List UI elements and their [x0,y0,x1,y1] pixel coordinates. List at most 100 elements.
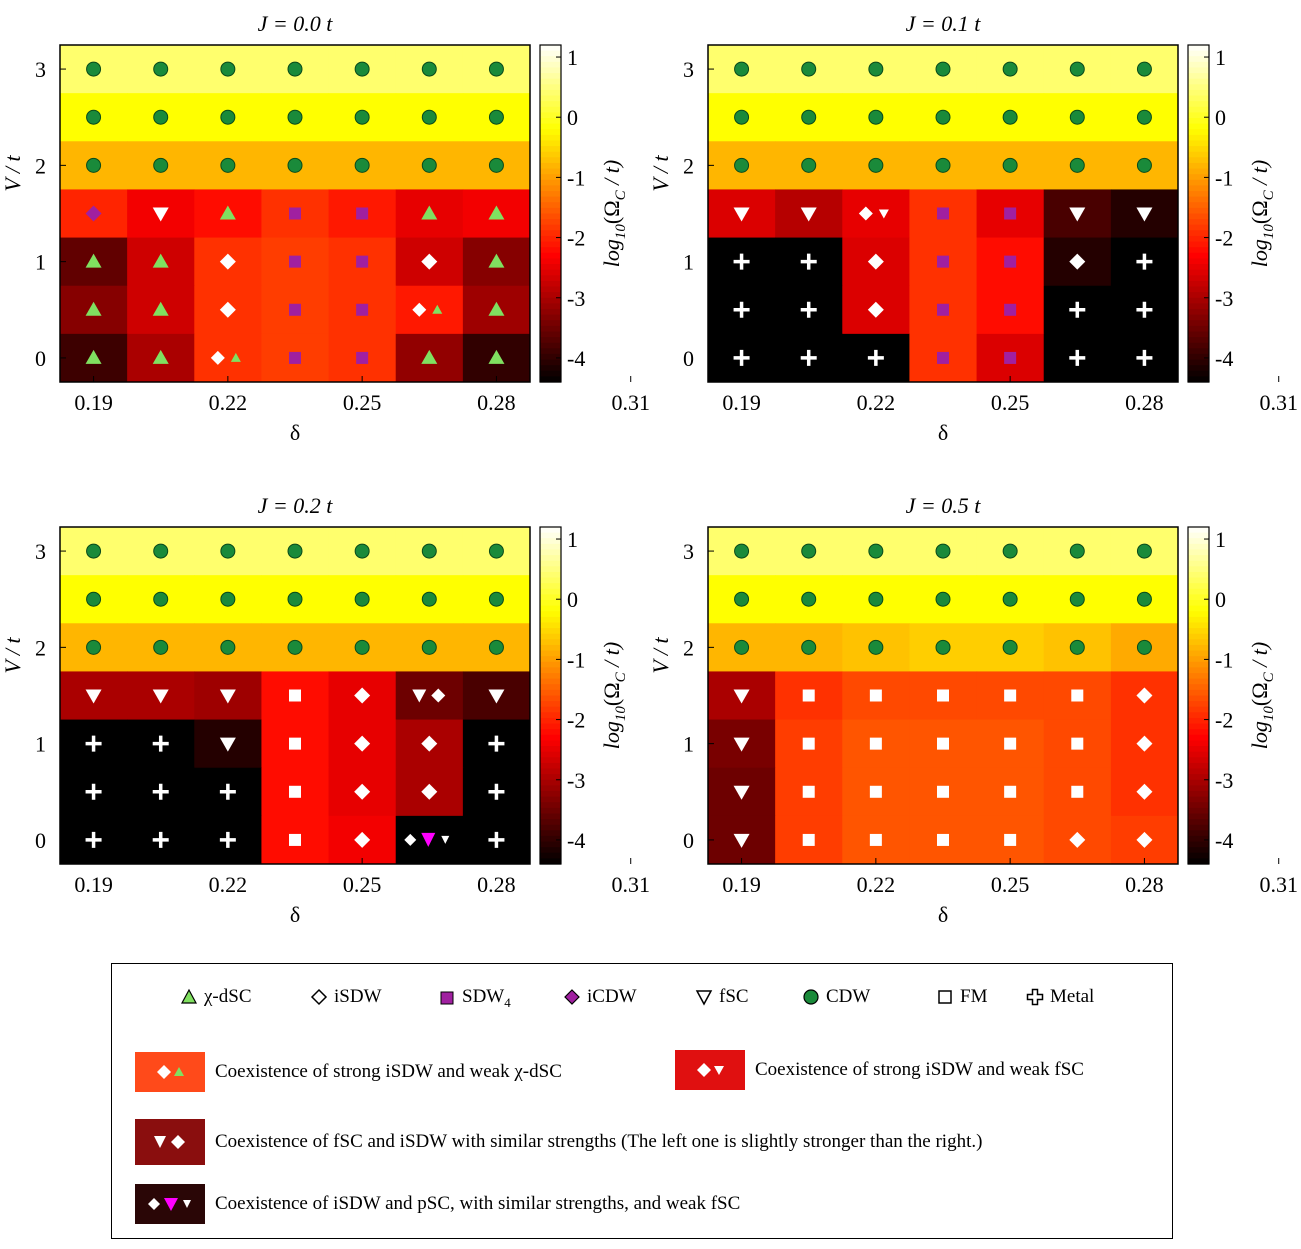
colorbar-segment [540,376,561,383]
colorbar-segment [540,673,561,680]
colorbar-segment [1188,258,1209,265]
cdw-marker [153,543,169,559]
fm-marker [869,689,882,702]
colorbar-tick-label: 0 [1215,105,1226,130]
colorbar-segment [540,95,561,102]
colorbar-tick-label: 1 [567,45,578,70]
colorbar-segment [540,549,561,556]
cdw-marker [220,61,236,77]
colorbar-segment [540,835,561,843]
colorbar-segment [540,571,561,579]
colorbar-segment [1188,616,1209,624]
colorbar-segment [540,555,561,562]
colorbar-segment [540,207,561,215]
sdw4-marker [1004,207,1017,220]
colorbar-segment [1188,146,1209,153]
colorbar-segment [1188,213,1209,220]
colorbar-segment [1188,325,1209,333]
colorbar-segment [540,583,561,590]
cdw-marker [86,639,102,655]
diamond-open-icon [310,988,328,1006]
x-tick-label: 0.25 [991,390,1030,415]
cdw-marker [1002,157,1018,173]
colorbar-tick-label: -2 [1215,226,1233,251]
cdw-marker [488,109,504,125]
cdw-marker [354,543,370,559]
colorbar-segment [540,56,561,63]
colorbar-frame [1187,44,1210,383]
metal-marker [488,831,505,848]
colorbar-segment [1188,796,1209,803]
colorbar-segment [1188,331,1209,338]
colorbar-segment [1188,376,1209,383]
sdw4-marker [289,207,301,220]
sdw4-marker [1004,351,1017,364]
colorbar-segment [540,101,561,108]
colorbar-segment [540,639,561,646]
colorbar-segment [1188,140,1209,147]
colorbar-segment [540,168,561,175]
metal-marker [1069,301,1086,318]
colorbar-segment [1188,689,1209,697]
colorbar-segment [1188,830,1209,837]
metal-marker [800,253,817,270]
chi-dsc-marker [85,349,102,364]
colorbar-segment [540,751,561,758]
legend-item-metal: Metal [1026,986,1094,1008]
fsc-marker [1136,207,1153,222]
legend-item-isdw: iSDW [310,986,382,1008]
metal-marker [152,735,169,752]
colorbar-segment [540,325,561,333]
colorbar-segment [1188,235,1209,243]
colorbar-segment [540,353,561,361]
colorbar-segment [1188,95,1209,102]
colorbar-segment [1188,191,1209,198]
panel-title: J = 0.5 t [906,493,982,518]
chi-dsc-marker [421,349,438,364]
cdw-marker [868,591,884,607]
colorbar-segment [1188,695,1209,702]
cdw-marker [86,591,102,607]
colorbar-segment [1188,247,1209,254]
cdw-marker [868,543,884,559]
metal-marker [800,301,817,318]
cdw-marker [287,639,303,655]
colorbar-segment [1188,571,1209,579]
colorbar-segment [1188,600,1209,607]
cross-open-icon [1026,988,1044,1006]
coexistence-marker [404,832,450,847]
plot-frame [707,526,1179,865]
colorbar-segment [540,213,561,220]
colorbar-segment [1188,594,1209,601]
colorbar-segment [540,196,561,203]
fm-marker [802,737,815,750]
fm-marker [1071,785,1084,798]
colorbar-segment [1188,734,1209,742]
y-axis-label: V / t [0,154,25,191]
sdw4-marker [937,303,949,316]
legend-label: iSDW [334,986,382,1007]
fm-marker [869,737,882,750]
legend-item-icdw: iCDW [563,986,637,1008]
chi-dsc-marker [488,349,505,364]
fsc-marker [800,207,817,222]
heatmap-panel: J = 0.0 t 0.19 0.22 0.25 0.28 0.31 δ 3 2 1 0 V / t 1… [0,11,650,445]
colorbar-segment [540,717,561,725]
isdw-marker [858,206,873,221]
cdw-marker [1069,591,1085,607]
legend-label: CDW [826,986,871,1007]
colorbar-tick-label: -3 [567,768,585,793]
metal-marker [488,735,505,752]
heatmap-cell [395,285,464,335]
colorbar-segment [540,365,561,372]
sdw4-marker [356,255,369,268]
cdw-marker [1136,543,1152,559]
colorbar-segment [540,588,561,595]
legend-label: FM [960,986,988,1007]
cdw-marker [935,639,951,655]
cdw-marker [287,591,303,607]
x-tick-label: 0.22 [857,390,896,415]
colorbar-segment [1188,84,1209,91]
sdw4-marker [937,351,949,364]
cdw-marker [421,109,437,125]
